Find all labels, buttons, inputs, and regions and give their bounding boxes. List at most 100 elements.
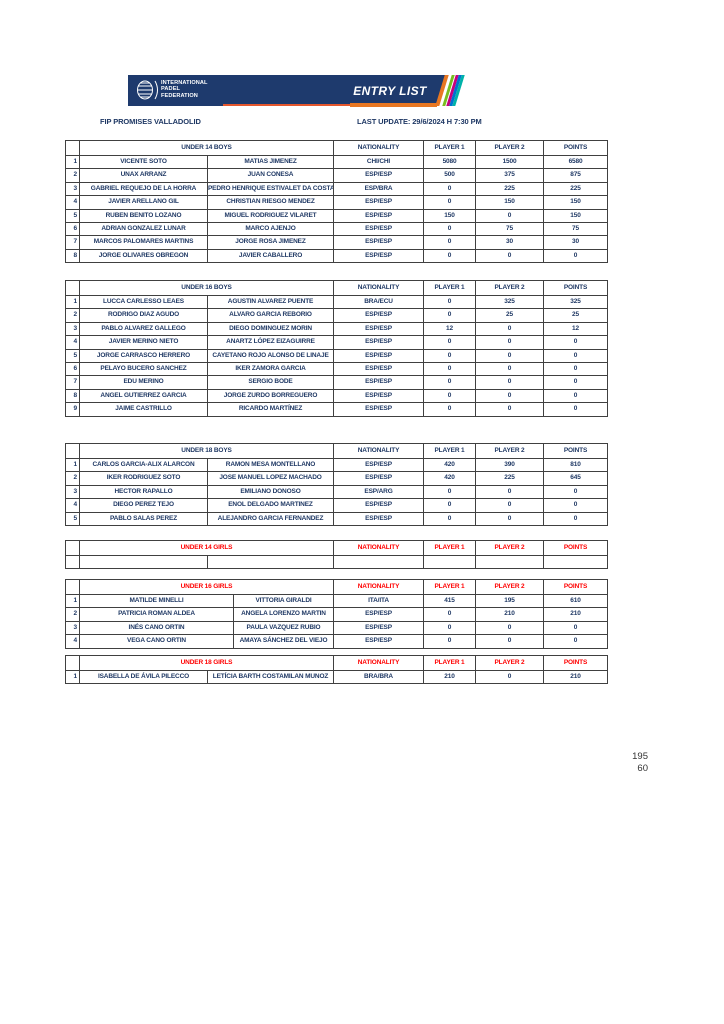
player2-points: 25	[475, 308, 544, 323]
player1-points: 0	[423, 498, 476, 513]
entry-row: 5 JORGE CARRASCO HERRERO CAYETANO ROJO ALO…	[65, 348, 608, 363]
entry-row: 5 RUBEN BENITO LOZANO MIGUEL RODRIGUEZ VIL…	[65, 208, 608, 223]
column-header-points: POINTS	[543, 540, 608, 556]
column-header-points: POINTS	[543, 579, 608, 595]
nationality: BRA/ECU	[333, 294, 424, 310]
points-total: 225	[543, 181, 608, 197]
player1-points: 0	[423, 348, 476, 363]
table-title: UNDER 14 BOYS	[79, 140, 334, 156]
nationality: ESP/ESP	[333, 402, 424, 417]
player2-points: 325	[475, 294, 544, 310]
player1-name: MARCOS PALOMARES MARTINS	[79, 235, 208, 250]
points-total: 0	[543, 248, 608, 264]
nationality: ESP/ESP	[333, 511, 424, 526]
entry-row: 4 JAVIER MERINO NIETO ANARTZ LÓPEZ EIZAGUI…	[65, 335, 608, 350]
player2-points: 225	[475, 181, 544, 197]
player2-name: SERGIO BODE	[207, 375, 334, 390]
player2-name: LETÍCIA BARTH COSTAMILAN MUNOZ	[207, 669, 334, 685]
player2-name: CAYETANO ROJO ALONSO DE LINAJE	[207, 348, 334, 363]
nationality: ESP/ESP	[333, 620, 424, 636]
player2-name: ALEJANDRO GARCIA FERNANDEZ	[207, 511, 334, 526]
column-header-player1: PLAYER 1	[423, 280, 476, 296]
last-update: LAST UPDATE: 29/6/2024 H 7:30 PM	[357, 117, 482, 126]
row-number: 9	[65, 402, 80, 417]
player1-points: 0	[423, 181, 476, 197]
banner-underline-thin	[223, 104, 350, 106]
player2-name: ANGELA LORENZO MARTIN	[233, 607, 334, 622]
column-header-player2: PLAYER 2	[475, 655, 544, 671]
player2-name: JORGE ROSA JIMENEZ	[207, 235, 334, 250]
table-header-row: UNDER 16 GIRLS NATIONALITY PLAYER 1 PLAYER …	[65, 579, 608, 595]
player2-points: 0	[475, 484, 544, 500]
player1-points: 0	[423, 607, 476, 622]
player1-name: VICENTE SOTO	[79, 154, 208, 170]
player1-points: 12	[423, 321, 476, 337]
player2-name: JAVIER CABALLERO	[207, 248, 334, 264]
row-number: 1	[65, 294, 80, 310]
nationality: ESP/ESP	[333, 168, 424, 183]
column-header-points: POINTS	[543, 443, 608, 459]
row-number: 7	[65, 235, 80, 250]
player1-name: UNAX ARRANZ	[79, 168, 208, 183]
table-under-16-boys: UNDER 16 BOYS NATIONALITY PLAYER 1 PLAYER 2…	[65, 280, 608, 417]
table-title: UNDER 16 BOYS	[79, 280, 334, 296]
player1-points: 420	[423, 471, 476, 486]
entry-row: 1 LUCCA CARLESSO LEAES AGUSTIN ALVAREZ PUE…	[65, 294, 608, 310]
row-number: 2	[65, 308, 80, 323]
player2-points	[475, 554, 544, 570]
row-number-header	[65, 140, 80, 156]
points-total: 150	[543, 208, 608, 223]
entry-row	[65, 554, 608, 570]
player1-name: ADRIAN GONZALEZ LUNAR	[79, 221, 208, 237]
player1-name: JORGE OLIVARES OBREGON	[79, 248, 208, 264]
row-number: 6	[65, 221, 80, 237]
player1-name: INÉS CANO ORTIN	[79, 620, 234, 636]
player1-name: JAIME CASTRILLO	[79, 402, 208, 417]
player2-points: 0	[475, 511, 544, 526]
points-total: 0	[543, 402, 608, 417]
entry-row: 2 PATRICIA ROMAN ALDEA ANGELA LORENZO MART…	[65, 607, 608, 622]
table-header-row: UNDER 18 GIRLS NATIONALITY PLAYER 1 PLAYER …	[65, 655, 608, 671]
player1-name: GABRIEL REQUEJO DE LA HORRA	[79, 181, 208, 197]
table-title: UNDER 14 GIRLS	[79, 540, 334, 556]
column-header-nationality: NATIONALITY	[333, 579, 424, 595]
player1-points: 150	[423, 208, 476, 223]
entry-row: 6 PELAYO BUCERO SANCHEZ IKER ZAMORA GARCIA…	[65, 361, 608, 377]
player1-points: 0	[423, 308, 476, 323]
player2-points: 225	[475, 471, 544, 486]
entry-row: 3 PABLO ALVAREZ GALLEGO DIEGO DOMINGUEZ MO…	[65, 321, 608, 337]
table-header-row: UNDER 14 GIRLS NATIONALITY PLAYER 1 PLAYER …	[65, 540, 608, 556]
points-total: 0	[543, 335, 608, 350]
nationality: ESP/ESP	[333, 308, 424, 323]
points-total: 0	[543, 620, 608, 636]
player1-points: 0	[423, 484, 476, 500]
player2-name: RAMON MESA MONTELLANO	[207, 457, 334, 473]
player2-points: 375	[475, 168, 544, 183]
entry-row: 7 MARCOS PALOMARES MARTINS JORGE ROSA JIME…	[65, 235, 608, 250]
entry-row: 1 MATILDE MINELLI VITTORIA GIRALDI ITA/ITA 4…	[65, 593, 608, 609]
player1-points: 0	[423, 335, 476, 350]
table-under-16-girls: UNDER 16 GIRLS NATIONALITY PLAYER 1 PLAYER …	[65, 579, 608, 649]
entry-row: 4 JAVIER ARELLANO GIL CHRISTIAN RIESGO MEN…	[65, 195, 608, 210]
player2-name: IKER ZAMORA GARCIA	[207, 361, 334, 377]
points-total: 30	[543, 235, 608, 250]
column-header-player1: PLAYER 1	[423, 540, 476, 556]
table-under-18-girls: UNDER 18 GIRLS NATIONALITY PLAYER 1 PLAYER …	[65, 655, 608, 685]
row-number-header	[65, 443, 80, 459]
player2-name: DIEGO DOMINGUEZ MORIN	[207, 321, 334, 337]
entry-row: 7 EDU MERINO SERGIO BODE ESP/ESP 0 0 0	[65, 375, 608, 390]
player1-points: 415	[423, 593, 476, 609]
row-number: 1	[65, 593, 80, 609]
nationality: ESP/ESP	[333, 634, 424, 649]
nationality: ESP/ESP	[333, 457, 424, 473]
row-number: 2	[65, 471, 80, 486]
points-total: 12	[543, 321, 608, 337]
player1-name: EDU MERINO	[79, 375, 208, 390]
player1-points: 0	[423, 634, 476, 649]
player1-points: 0	[423, 221, 476, 237]
player2-name: MATIAS JIMENEZ	[207, 154, 334, 170]
player2-points: 0	[475, 348, 544, 363]
player1-points: 420	[423, 457, 476, 473]
row-number: 5	[65, 208, 80, 223]
entry-row: 3 INÉS CANO ORTIN PAULA VAZQUEZ RUBIO ESP/E…	[65, 620, 608, 636]
